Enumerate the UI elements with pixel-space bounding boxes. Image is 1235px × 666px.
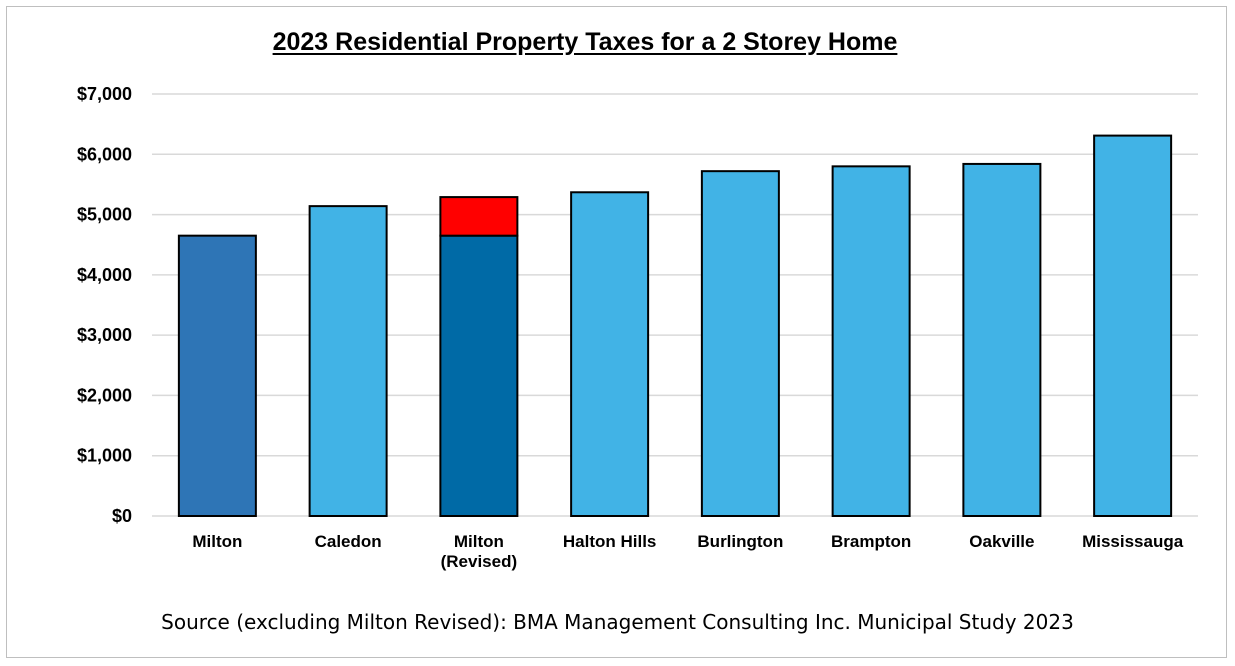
x-category-label: Burlington <box>697 532 783 551</box>
x-category-label: Caledon <box>315 532 382 551</box>
bar-segment <box>700 170 780 517</box>
x-category-label: Milton <box>192 532 242 551</box>
bar-segment <box>439 196 519 237</box>
y-tick-label: $6,000 <box>77 144 132 164</box>
y-tick-label: $2,000 <box>77 385 132 405</box>
bars <box>177 134 1173 518</box>
bar-segment <box>570 191 650 517</box>
y-tick-label: $5,000 <box>77 205 132 225</box>
bar-segment <box>831 165 911 517</box>
x-category-label: Mississauga <box>1082 532 1184 551</box>
bar-segment <box>439 234 519 518</box>
bar-segment <box>308 205 388 517</box>
x-axis-category-labels: Milton Caledon Milton(Revised)Halton Hills… <box>192 532 1183 571</box>
bar-segment <box>177 234 257 518</box>
source-note: Source (excluding Milton Revised): BMA M… <box>161 610 1074 634</box>
x-category-label: Halton Hills <box>563 532 657 551</box>
y-tick-label: $4,000 <box>77 265 132 285</box>
y-tick-label: $7,000 <box>77 84 132 104</box>
x-category-label: Brampton <box>831 532 911 551</box>
chart-title: 2023 Residential Property Taxes for a 2 … <box>272 28 898 56</box>
bar-segment <box>1093 134 1173 517</box>
y-tick-label: $1,000 <box>77 446 132 466</box>
y-tick-label: $0 <box>112 506 132 526</box>
y-axis-tick-labels: $0 $1,000 $2,000 $3,000 $4,000 $5,000 $6,000 $7… <box>77 84 132 526</box>
bar-segment <box>962 162 1042 517</box>
x-category-label: Oakville <box>969 532 1034 551</box>
y-tick-label: $3,000 <box>77 325 132 345</box>
x-category-label: (Revised) <box>441 552 518 571</box>
x-category-label: Milton <box>454 532 504 551</box>
